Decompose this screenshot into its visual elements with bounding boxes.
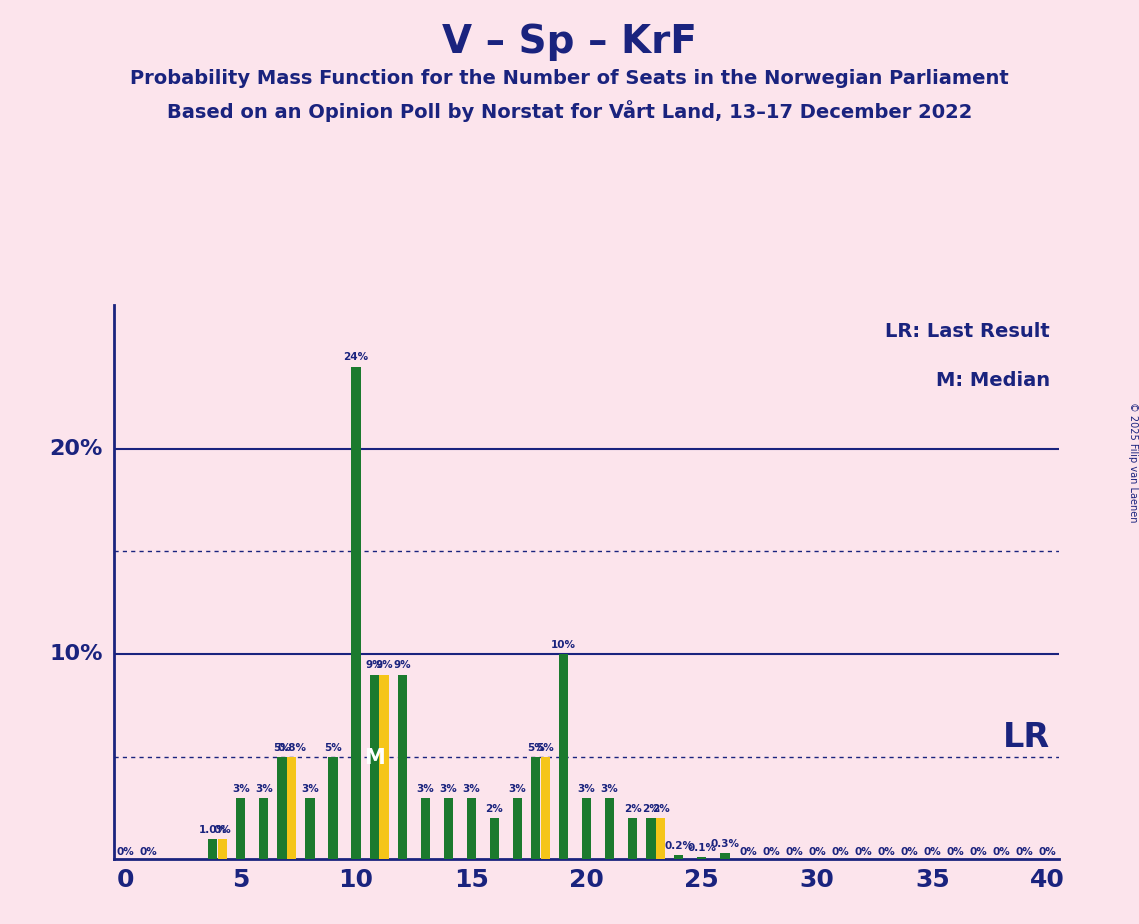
Text: © 2025 Filip van Laenen: © 2025 Filip van Laenen bbox=[1129, 402, 1138, 522]
Bar bbox=[646, 819, 656, 859]
Bar bbox=[674, 856, 683, 859]
Bar bbox=[513, 797, 522, 859]
Bar bbox=[531, 757, 540, 859]
Bar bbox=[328, 757, 337, 859]
Text: 0%: 0% bbox=[947, 847, 965, 857]
Text: 9%: 9% bbox=[366, 661, 383, 671]
Bar bbox=[605, 797, 614, 859]
Bar bbox=[628, 819, 638, 859]
Text: 0.1%: 0.1% bbox=[687, 844, 716, 853]
Text: Based on an Opinion Poll by Norstat for Vårt Land, 13–17 December 2022: Based on an Opinion Poll by Norstat for … bbox=[166, 100, 973, 122]
Text: 0%: 0% bbox=[739, 847, 756, 857]
Text: LR: LR bbox=[1002, 721, 1050, 754]
Text: 0%: 0% bbox=[969, 847, 988, 857]
Bar bbox=[398, 675, 407, 859]
Bar bbox=[420, 797, 429, 859]
Text: 5%: 5% bbox=[325, 743, 342, 752]
Text: 3%: 3% bbox=[232, 784, 249, 794]
Text: 0%: 0% bbox=[924, 847, 941, 857]
Bar bbox=[443, 797, 453, 859]
Text: 2%: 2% bbox=[485, 804, 503, 814]
Text: 10%: 10% bbox=[551, 640, 576, 650]
Text: 2%: 2% bbox=[652, 804, 670, 814]
Text: 0%: 0% bbox=[140, 847, 157, 857]
Text: 2%: 2% bbox=[624, 804, 641, 814]
Text: 0%: 0% bbox=[854, 847, 872, 857]
Bar bbox=[541, 757, 550, 859]
Bar bbox=[720, 853, 730, 859]
Text: 0%: 0% bbox=[831, 847, 849, 857]
Text: 3%: 3% bbox=[600, 784, 618, 794]
Text: M: Median: M: Median bbox=[936, 371, 1050, 391]
Bar bbox=[697, 857, 706, 859]
Text: 10%: 10% bbox=[49, 644, 103, 664]
Text: 0.2%: 0.2% bbox=[664, 841, 694, 851]
Text: 3%: 3% bbox=[508, 784, 526, 794]
Text: 0%: 0% bbox=[809, 847, 826, 857]
Text: 5%: 5% bbox=[536, 743, 555, 752]
Bar bbox=[218, 839, 227, 859]
Text: 0%: 0% bbox=[1016, 847, 1033, 857]
Text: 0%: 0% bbox=[762, 847, 780, 857]
Bar bbox=[278, 757, 287, 859]
Text: 3%: 3% bbox=[462, 784, 481, 794]
Text: 3%: 3% bbox=[301, 784, 319, 794]
Text: V – Sp – KrF: V – Sp – KrF bbox=[442, 23, 697, 61]
Bar bbox=[208, 839, 218, 859]
Text: 0%: 0% bbox=[1039, 847, 1057, 857]
Text: 0%: 0% bbox=[993, 847, 1010, 857]
Bar bbox=[467, 797, 476, 859]
Text: 0.3%: 0.3% bbox=[711, 839, 739, 849]
Text: 9%: 9% bbox=[375, 661, 393, 671]
Text: LR: Last Result: LR: Last Result bbox=[885, 322, 1050, 341]
Text: 5%: 5% bbox=[526, 743, 544, 752]
Bar bbox=[656, 819, 665, 859]
Text: 24%: 24% bbox=[344, 352, 369, 362]
Text: 0%: 0% bbox=[116, 847, 134, 857]
Text: 0%: 0% bbox=[901, 847, 918, 857]
Bar bbox=[370, 675, 379, 859]
Bar bbox=[352, 367, 361, 859]
Text: 3%: 3% bbox=[577, 784, 596, 794]
Text: 0.8%: 0.8% bbox=[277, 743, 306, 752]
Text: 1.0%: 1.0% bbox=[198, 825, 228, 834]
Text: 0%: 0% bbox=[877, 847, 895, 857]
Text: 0%: 0% bbox=[214, 825, 231, 834]
Text: Probability Mass Function for the Number of Seats in the Norwegian Parliament: Probability Mass Function for the Number… bbox=[130, 69, 1009, 89]
Bar bbox=[260, 797, 269, 859]
Text: 2%: 2% bbox=[642, 804, 659, 814]
Text: 9%: 9% bbox=[393, 661, 411, 671]
Text: 20%: 20% bbox=[49, 439, 103, 458]
Text: 0%: 0% bbox=[785, 847, 803, 857]
Bar bbox=[582, 797, 591, 859]
Bar bbox=[305, 797, 314, 859]
Text: M: M bbox=[363, 748, 385, 768]
Text: 5%: 5% bbox=[273, 743, 290, 752]
Text: 3%: 3% bbox=[255, 784, 272, 794]
Bar bbox=[236, 797, 245, 859]
Bar bbox=[559, 654, 568, 859]
Text: 3%: 3% bbox=[440, 784, 457, 794]
Bar bbox=[490, 819, 499, 859]
Bar bbox=[287, 757, 296, 859]
Bar bbox=[379, 675, 388, 859]
Text: 3%: 3% bbox=[417, 784, 434, 794]
